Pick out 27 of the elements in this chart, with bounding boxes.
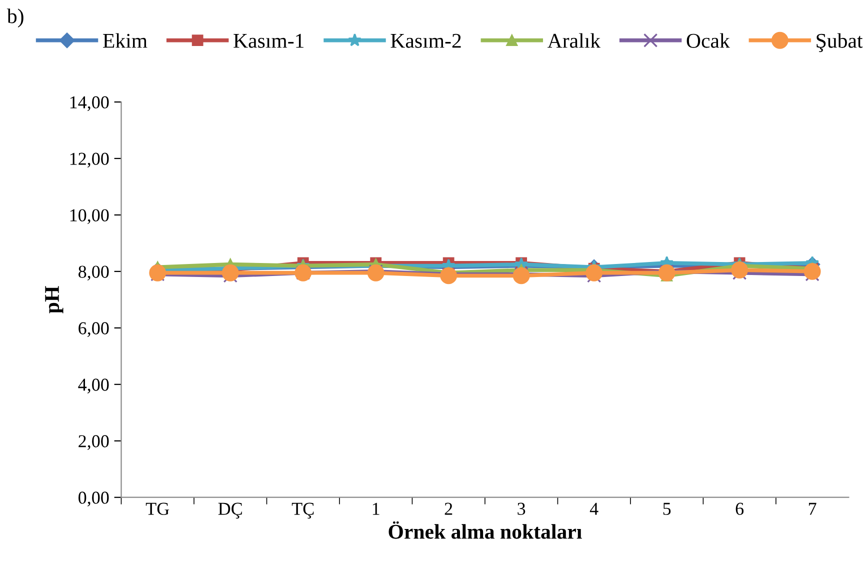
x-tick-label: DÇ xyxy=(218,502,242,519)
x-tick-label: 1 xyxy=(372,502,380,515)
legend-label: Kasım-1 xyxy=(234,34,304,48)
x-tick-label: 3 xyxy=(518,502,526,515)
legend-label: Ekim xyxy=(103,33,148,48)
legend-label: Aralık xyxy=(548,33,601,48)
y-tick-label: 0,00 xyxy=(78,492,109,506)
y-tick-label: 10,00 xyxy=(70,209,109,224)
x-tick-label: 7 xyxy=(808,502,816,515)
y-tick-label: 2,00 xyxy=(78,435,109,450)
x-tick-label: 5 xyxy=(663,502,671,515)
legend-label: Kasım-2 xyxy=(390,34,461,48)
x-tick-label: TÇ xyxy=(292,502,314,519)
y-tick-label: 14,00 xyxy=(70,96,109,112)
y-tick-label: 6,00 xyxy=(78,322,109,337)
legend-label: Ocak xyxy=(686,33,730,48)
text: b) xyxy=(6,8,24,28)
y-tick-label: 8,00 xyxy=(78,266,109,280)
x-axis-title: Örnek alma noktaları xyxy=(388,521,582,539)
y-axis-title: pH xyxy=(45,286,64,314)
legend-label: Şubat xyxy=(816,33,863,52)
x-tick-label: 2 xyxy=(444,502,452,515)
y-tick-label: 12,00 xyxy=(70,152,109,168)
x-tick-label: 6 xyxy=(736,502,744,515)
x-tick-label: 4 xyxy=(590,502,598,515)
y-tick-label: 4,00 xyxy=(78,378,109,394)
x-tick-label: TG xyxy=(146,502,170,515)
